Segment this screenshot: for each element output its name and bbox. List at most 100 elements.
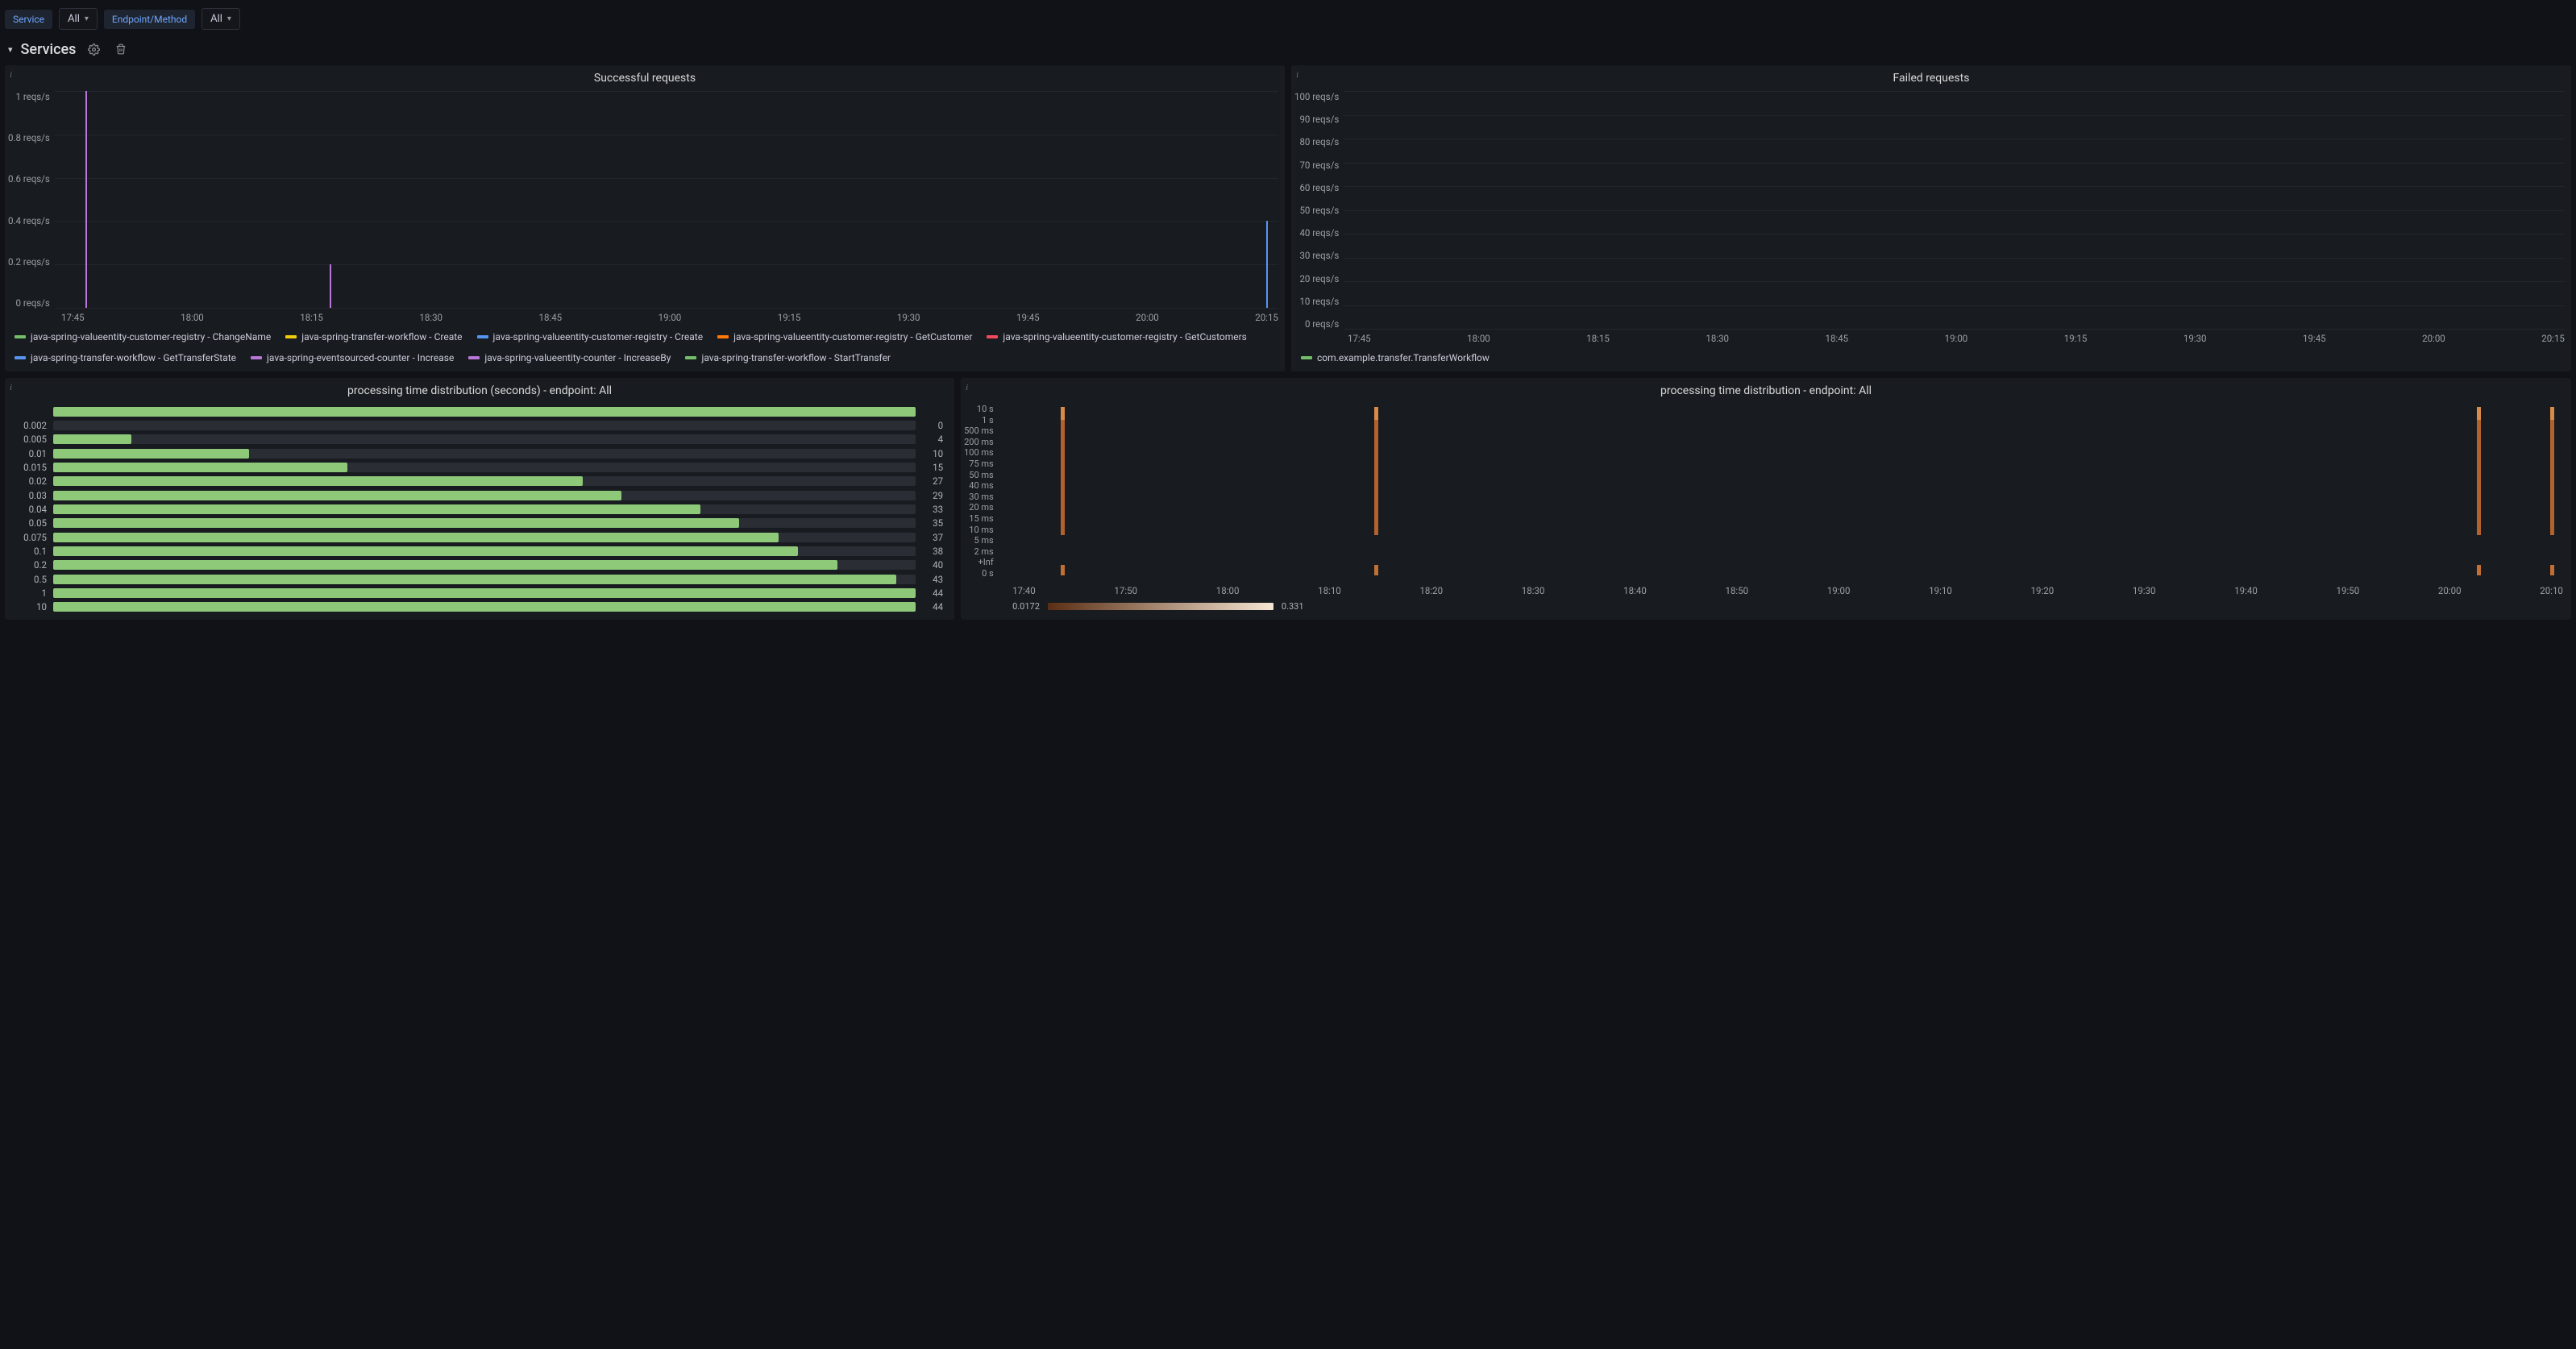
- legend-item[interactable]: java-spring-eventsourced-counter - Incre…: [251, 352, 454, 363]
- endpoint-filter-label: Endpoint/Method: [104, 10, 195, 29]
- service-filter-dropdown[interactable]: All: [59, 8, 98, 30]
- bucket-value: 38: [922, 546, 943, 557]
- legend-swatch: [685, 356, 696, 359]
- chart-legend: com.example.transfer.TransferWorkflow: [1291, 346, 2571, 371]
- panel-title: processing time distribution (seconds) -…: [5, 378, 954, 401]
- histogram-bar: [53, 588, 916, 598]
- service-filter-label: Service: [5, 10, 52, 29]
- legend-label: java-spring-valueentity-customer-registr…: [31, 331, 271, 342]
- histogram-bar: [53, 560, 837, 570]
- bucket-label: 0.03: [13, 490, 47, 501]
- legend-label: java-spring-valueentity-counter - Increa…: [484, 352, 671, 363]
- bucket-label: 0.05: [13, 517, 47, 529]
- legend-label: java-spring-transfer-workflow - GetTrans…: [31, 352, 236, 363]
- panel-title: processing time distribution - endpoint:…: [961, 378, 2571, 401]
- x-axis: 17:4518:0018:1518:3018:4519:0019:1519:30…: [5, 309, 1285, 325]
- endpoint-filter-dropdown[interactable]: All: [202, 8, 240, 30]
- histogram-bar: [53, 476, 583, 486]
- heatmap-plot[interactable]: [999, 404, 2563, 579]
- histogram-bar: [53, 434, 131, 444]
- histogram-row: 0.5 43: [13, 573, 943, 585]
- chart-plot[interactable]: [55, 91, 1278, 309]
- legend-label: java-spring-transfer-workflow - Create: [301, 331, 462, 342]
- histogram-row: 0.01 10: [13, 447, 943, 459]
- histogram-bar: [53, 602, 916, 612]
- trash-icon[interactable]: [111, 39, 131, 59]
- y-axis: 10 s1 s500 ms200 ms100 ms75 ms50 ms40 ms…: [964, 404, 999, 579]
- histogram-row: 0.0020: [13, 419, 943, 431]
- chart-plot[interactable]: [1344, 91, 2565, 330]
- legend-item[interactable]: com.example.transfer.TransferWorkflow: [1301, 352, 1490, 363]
- info-icon[interactable]: i: [10, 383, 12, 392]
- bucket-value: 10: [922, 448, 943, 459]
- legend-item[interactable]: java-spring-valueentity-customer-registr…: [477, 331, 704, 342]
- legend-item[interactable]: java-spring-valueentity-customer-registr…: [717, 331, 972, 342]
- gradient-bar: [1048, 603, 1273, 610]
- scale-min: 0.0172: [1012, 601, 1040, 612]
- histogram-bar: [53, 491, 621, 500]
- bucket-value: 37: [922, 532, 943, 543]
- legend-item[interactable]: java-spring-valueentity-counter - Increa…: [468, 352, 671, 363]
- bucket-label: 0.02: [13, 475, 47, 487]
- bucket-value: 15: [922, 462, 943, 473]
- histogram-bar: [53, 449, 249, 459]
- legend-item[interactable]: java-spring-valueentity-customer-registr…: [987, 331, 1246, 342]
- panel-successful-requests: i Successful requests 1 reqs/s0.8 reqs/s…: [5, 65, 1285, 371]
- legend-swatch: [477, 335, 488, 338]
- scale-max: 0.331: [1282, 601, 1304, 612]
- bucket-label: 0.01: [13, 448, 47, 459]
- histogram-bar: [53, 575, 896, 584]
- histogram-row: 0.240: [13, 559, 943, 571]
- legend-swatch: [251, 356, 262, 359]
- chart-legend: java-spring-valueentity-customer-registr…: [5, 325, 1285, 371]
- bucket-value: 44: [922, 587, 943, 599]
- info-icon[interactable]: i: [966, 383, 968, 392]
- section-header: ▾ Services: [5, 33, 2571, 65]
- y-axis: 1 reqs/s0.8 reqs/s0.6 reqs/s0.4 reqs/s0.…: [8, 91, 55, 309]
- legend-swatch: [987, 335, 998, 338]
- histogram-bar: [53, 546, 798, 556]
- legend-item[interactable]: java-spring-valueentity-customer-registr…: [15, 331, 271, 342]
- legend-label: java-spring-valueentity-customer-registr…: [493, 331, 704, 342]
- histogram-row: 0.1 38: [13, 545, 943, 557]
- legend-label: java-spring-valueentity-customer-registr…: [1003, 331, 1246, 342]
- bucket-value: 29: [922, 490, 943, 501]
- section-title: Services: [21, 41, 77, 58]
- legend-label: java-spring-eventsourced-counter - Incre…: [267, 352, 454, 363]
- panel-failed-requests: i Failed requests 100 reqs/s90 reqs/s80 …: [1291, 65, 2571, 371]
- bucket-label: 0.002: [13, 420, 47, 431]
- bucket-label: 0.5: [13, 574, 47, 585]
- gear-icon[interactable]: [84, 39, 103, 59]
- chevron-down-icon[interactable]: ▾: [8, 44, 13, 55]
- data-spike: [330, 264, 331, 308]
- bucket-label: 10: [13, 601, 47, 612]
- bucket-label: 1: [13, 587, 47, 599]
- legend-item[interactable]: java-spring-transfer-workflow - StartTra…: [685, 352, 891, 363]
- panel-processing-time-histogram: i processing time distribution (seconds)…: [5, 378, 954, 620]
- data-spike: [85, 91, 87, 308]
- info-icon[interactable]: i: [10, 70, 12, 80]
- legend-item[interactable]: java-spring-transfer-workflow - Create: [285, 331, 462, 342]
- bucket-value: 43: [922, 574, 943, 585]
- legend-label: java-spring-valueentity-customer-registr…: [733, 331, 972, 342]
- endpoint-filter-value: All: [210, 13, 222, 25]
- histogram-bar: [53, 518, 739, 528]
- histogram-row: 0.0535: [13, 517, 943, 529]
- histogram-row: 0.0054: [13, 434, 943, 446]
- legend-label: com.example.transfer.TransferWorkflow: [1317, 352, 1490, 363]
- data-spike: [1266, 221, 1268, 308]
- legend-swatch: [285, 335, 297, 338]
- service-filter-value: All: [68, 13, 80, 25]
- bucket-value: 4: [922, 434, 943, 445]
- histogram-row: 0.0433: [13, 503, 943, 515]
- legend-item[interactable]: java-spring-transfer-workflow - GetTrans…: [15, 352, 236, 363]
- histogram-row: 10 44: [13, 601, 943, 613]
- histogram-bar: [53, 533, 779, 542]
- bucket-label: 0.015: [13, 462, 47, 473]
- filter-toolbar: Service All Endpoint/Method All: [5, 5, 2571, 33]
- info-icon[interactable]: i: [1296, 70, 1298, 80]
- bucket-value: 44: [922, 601, 943, 612]
- histogram-body[interactable]: 0.0020 0.0054 0.01 10 0.015 15 0.02 27 0.03 29 0.0…: [5, 401, 954, 620]
- bucket-label: 0.1: [13, 546, 47, 557]
- bucket-value: 27: [922, 475, 943, 487]
